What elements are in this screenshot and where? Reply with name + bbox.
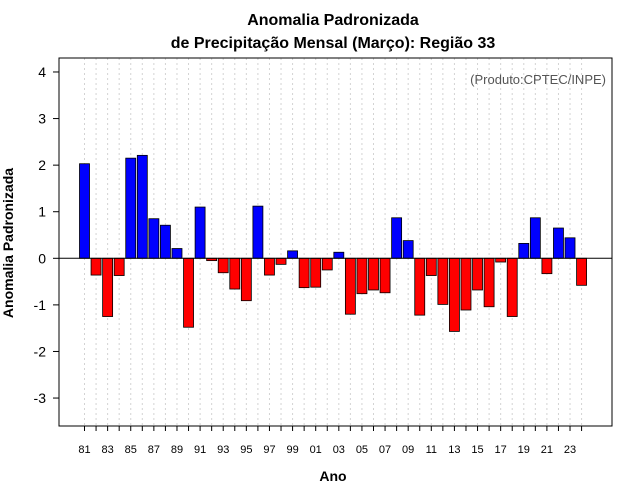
x-axis-title: Ano	[319, 468, 346, 484]
x-tick-label: 91	[194, 444, 206, 456]
bar-02	[321, 257, 333, 271]
y-tick-label: 3	[38, 111, 46, 127]
x-tick-label: 95	[240, 444, 252, 456]
bar-13	[449, 257, 460, 332]
x-tick-label: 21	[541, 444, 553, 456]
bar-24	[576, 257, 587, 286]
y-axis-title: Anomalia Padronizada	[0, 168, 16, 318]
x-tick-label: 15	[471, 444, 483, 456]
bar-14	[460, 257, 472, 311]
x-tick-label: 11	[426, 444, 437, 456]
x-tick-label: 81	[78, 444, 90, 456]
bar-09	[402, 240, 414, 259]
y-tick-label: 4	[38, 64, 46, 80]
bar-88	[160, 224, 171, 259]
bar-86	[136, 154, 148, 259]
x-tick-label: 17	[495, 444, 507, 456]
bar-08	[391, 217, 403, 259]
x-tick-label: 99	[286, 444, 298, 456]
bar-95	[240, 257, 252, 302]
bar-16	[483, 257, 495, 308]
bar-00	[298, 257, 310, 289]
chart-title-line2: de Precipitação Mensal (Março): Região 3…	[171, 35, 496, 52]
x-tick-label: 09	[402, 444, 414, 456]
x-tick-label: 87	[148, 444, 160, 456]
chart-title-line1: Anomalia Padronizada	[247, 12, 419, 29]
x-tick-label: 19	[518, 444, 530, 456]
bar-84	[113, 257, 125, 276]
bar-07	[379, 257, 391, 294]
x-tick-label: 13	[448, 444, 460, 456]
bar-11	[425, 257, 437, 276]
y-tick-label: -2	[34, 343, 47, 359]
y-tick-label: 0	[38, 250, 46, 266]
bar-99	[287, 250, 298, 259]
x-tick-label: 03	[333, 444, 345, 456]
plot-frame	[58, 57, 613, 427]
bars-group	[79, 154, 587, 332]
bar-98	[275, 257, 287, 265]
bar-01	[310, 257, 322, 288]
y-tick-label: -1	[34, 297, 47, 313]
bar-20	[529, 217, 541, 259]
y-tick-label: 2	[38, 157, 46, 173]
bar-81	[79, 163, 90, 259]
bar-06	[368, 257, 379, 291]
bar-21	[541, 257, 553, 275]
x-tick-label: 05	[356, 444, 368, 456]
bar-22	[553, 227, 564, 259]
bar-05	[356, 257, 368, 295]
bar-04	[344, 257, 356, 315]
bar-82	[90, 257, 102, 276]
bar-94	[229, 257, 241, 290]
bar-85	[125, 157, 137, 259]
bar-97	[264, 257, 275, 276]
bar-96	[252, 205, 264, 259]
x-tick-label: 89	[171, 444, 183, 456]
grid-lines	[84, 58, 583, 426]
bar-93	[217, 257, 229, 274]
x-tick-label: 07	[379, 444, 391, 456]
y-tick-label: -3	[34, 390, 47, 406]
y-axis: -3 -2 -1 0 1 2 3 4	[34, 64, 59, 406]
bar-83	[102, 257, 114, 317]
bar-10	[414, 257, 426, 316]
bar-90	[183, 257, 194, 328]
x-tick-label: 93	[217, 444, 229, 456]
x-tick-label: 83	[101, 444, 113, 456]
bar-89	[171, 248, 183, 259]
bar-15	[472, 257, 483, 291]
credit-text: (Produto:CPTEC/INPE)	[470, 72, 606, 87]
x-axis: 81 83 85 87 89 91 93 95 97 99 01 03 05 07 09 11 13 15 17 19…	[78, 426, 583, 456]
bar-23	[564, 237, 576, 259]
bar-18	[506, 257, 518, 317]
bar-19	[518, 242, 530, 259]
bar-91	[194, 206, 206, 259]
x-tick-label: 85	[125, 444, 137, 456]
x-tick-label: 01	[310, 444, 322, 456]
x-tick-label: 23	[564, 444, 576, 456]
bar-87	[148, 218, 160, 259]
bar-17	[495, 257, 507, 263]
bar-03	[333, 251, 345, 259]
x-tick-label: 97	[263, 444, 275, 456]
bar-12	[437, 257, 449, 305]
y-tick-label: 1	[38, 204, 46, 220]
